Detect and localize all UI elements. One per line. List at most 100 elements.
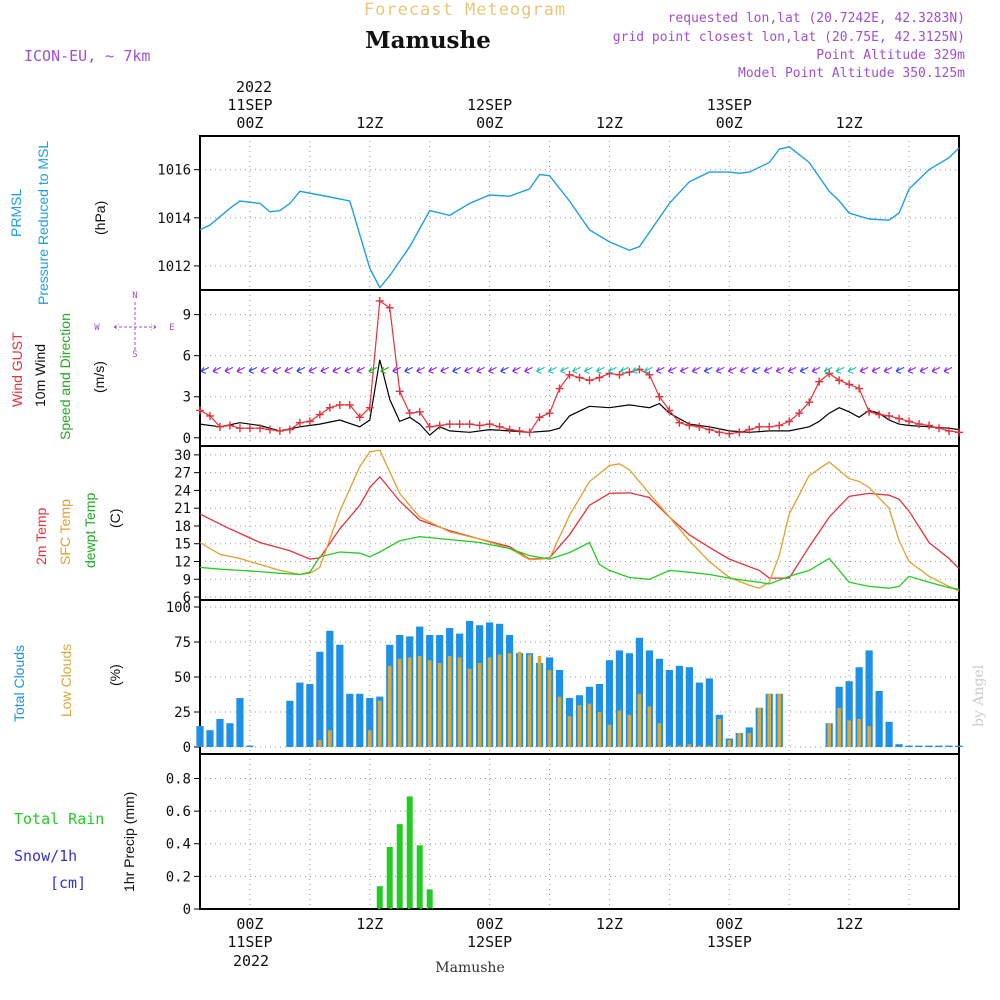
gust-marker xyxy=(265,425,274,434)
gust-marker xyxy=(405,409,414,418)
total-clouds-bar xyxy=(945,745,953,747)
wind-direction-arrow xyxy=(248,366,258,374)
top-tick-label: 12Z xyxy=(596,114,623,132)
gust-label: Wind GUST xyxy=(9,332,25,407)
gust-marker xyxy=(835,376,844,385)
top-year: 2022 xyxy=(236,78,272,96)
low-clouds-bar xyxy=(557,696,562,747)
gust-marker xyxy=(765,422,774,431)
total-clouds-bar xyxy=(675,665,683,747)
total-clouds-bar xyxy=(855,667,863,747)
low-clouds-bar xyxy=(617,710,622,747)
total-clouds-bar xyxy=(206,730,214,747)
pressure-label-2: Pressure Reduced to MSL xyxy=(35,141,51,305)
wind-direction-arrow xyxy=(344,366,354,374)
low-clouds-bar xyxy=(467,668,472,747)
svg-text:S: S xyxy=(132,350,137,360)
top-tick-label: 00Z xyxy=(716,114,743,132)
gust-marker xyxy=(375,296,384,305)
gust-marker xyxy=(515,426,524,435)
wind-direction-arrow xyxy=(691,366,701,374)
gust-marker xyxy=(365,403,374,412)
y-tick-label: 1014 xyxy=(157,211,191,227)
precip-axis-label: 1hr Precip (mm) xyxy=(121,792,137,892)
top-tick-label: 12Z xyxy=(836,114,863,132)
point-altitude: Point Altitude 329m xyxy=(816,48,965,63)
dew-temp-label: dewpt Temp xyxy=(82,493,98,568)
low-clouds-bar xyxy=(477,663,482,747)
top-tick-label: 00Z xyxy=(236,114,263,132)
wind-direction-arrow xyxy=(332,366,342,374)
gust-marker xyxy=(695,422,704,431)
top-tick-date: 12SEP xyxy=(467,96,512,114)
gust-marker xyxy=(305,417,314,426)
low-clouds-bar xyxy=(417,656,422,747)
panel-1: 0 3 6 9 xyxy=(183,289,963,447)
pressure-line xyxy=(199,146,960,289)
gust-marker xyxy=(925,421,934,430)
total-clouds-bar xyxy=(326,630,334,747)
gust-marker xyxy=(915,420,924,429)
gust-marker xyxy=(345,400,354,409)
wind-direction-arrow xyxy=(224,366,234,374)
gust-marker xyxy=(795,409,804,418)
gust-marker xyxy=(475,421,484,430)
gust-marker xyxy=(805,398,814,407)
gust-marker xyxy=(825,369,834,378)
gust-marker xyxy=(435,421,444,430)
bottom-tick-label: 00Z xyxy=(236,915,263,933)
gust-marker xyxy=(245,424,254,433)
y-tick-label: 9 xyxy=(183,572,191,588)
total-clouds-bar xyxy=(865,650,873,747)
low-clouds-bar xyxy=(847,720,851,747)
watermark: by Angel xyxy=(971,664,987,727)
gust-marker xyxy=(645,370,654,379)
gust-marker xyxy=(525,428,534,437)
low-clouds-label: Low Clouds xyxy=(58,644,74,717)
svg-text:N: N xyxy=(132,291,137,301)
low-clouds-bar xyxy=(517,651,522,747)
wind-direction-arrow xyxy=(655,366,665,374)
gust-marker xyxy=(495,422,504,431)
total-clouds-bar xyxy=(665,670,673,747)
wind-direction-arrow xyxy=(272,366,282,374)
low-clouds-bar xyxy=(487,657,492,747)
gust-marker xyxy=(785,417,794,426)
y-tick-label: 30 xyxy=(174,448,191,464)
total-clouds-bar xyxy=(875,691,883,747)
gust-marker xyxy=(415,407,424,416)
gust-marker xyxy=(615,370,624,379)
wind-direction-arrow xyxy=(284,366,294,374)
gust-marker xyxy=(455,420,464,429)
wind-direction-arrow xyxy=(739,366,749,374)
low-clouds-bar xyxy=(367,730,372,747)
gust-marker xyxy=(855,384,864,393)
bottom-tick-label: 00Z xyxy=(716,915,743,933)
pressure-unit: (hPa) xyxy=(92,201,108,235)
low-clouds-bar xyxy=(437,663,442,747)
total-clouds-bar xyxy=(915,745,923,747)
y-tick-label: 24 xyxy=(174,483,191,499)
wind-direction-arrow xyxy=(787,366,797,374)
clouds-unit: (%) xyxy=(107,664,123,686)
wind-direction-arrow xyxy=(512,366,521,374)
gust-marker xyxy=(745,425,754,434)
gust-marker xyxy=(555,384,564,393)
wind-direction-arrow xyxy=(679,366,689,374)
gust-marker xyxy=(275,426,284,435)
gust-marker xyxy=(875,410,884,419)
wind-speed-line xyxy=(199,359,960,436)
total-clouds-bar xyxy=(685,667,693,747)
gust-marker xyxy=(255,424,264,433)
snow-label: Snow/1h xyxy=(14,847,77,865)
wind-label: 10m Wind xyxy=(32,344,48,407)
gust-marker xyxy=(535,413,544,422)
wind-direction-arrow xyxy=(751,366,761,374)
bottom-tick-label: 00Z xyxy=(476,915,503,933)
total-clouds-bar xyxy=(346,693,354,747)
temp-unit: (C) xyxy=(107,509,123,528)
y-tick-label: 1016 xyxy=(157,163,191,179)
wind-direction-arrow xyxy=(608,366,617,374)
wind-direction-arrow xyxy=(931,366,941,374)
bottom-year: 2022 xyxy=(233,952,269,970)
